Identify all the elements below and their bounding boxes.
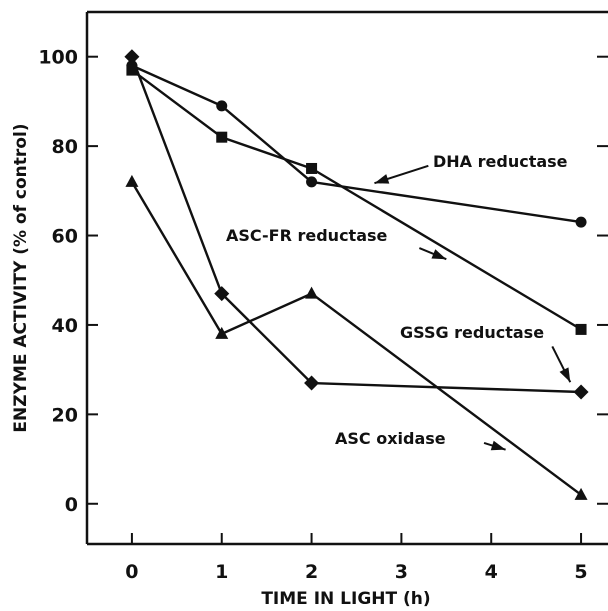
marker-asc-oxidase-2 [305, 286, 319, 299]
x-tick-label-0: 0 [125, 561, 138, 583]
marker-asc-oxidase-3 [574, 487, 588, 500]
annotation-gssg-reductase: GSSG reductase [400, 323, 544, 342]
marker-asc-fr-reductase-2 [306, 162, 318, 174]
x-axis-label: TIME IN LIGHT (h) [261, 589, 430, 609]
series-line-asc-oxidase [130, 181, 582, 496]
annotation-arrow-head-3 [490, 440, 506, 451]
marker-dha-reductase-2 [306, 176, 318, 188]
y-tick-label-0: 0 [65, 494, 78, 516]
marker-asc-fr-reductase-0 [126, 64, 138, 76]
axis-ticks: 0 1 2 3 4 5 0 20 40 60 80 100 [38, 47, 608, 583]
y-tick-label-5: 100 [38, 47, 78, 69]
marker-asc-fr-reductase-1 [216, 131, 228, 143]
marker-asc-fr-reductase-3 [575, 323, 587, 335]
x-tick-label-3: 3 [395, 561, 408, 583]
annotation-arrow-asc-fr-reductase [418, 247, 447, 261]
series-line-dha-reductase [131, 64, 582, 224]
marker-gssg-reductase-0 [124, 49, 140, 65]
marker-gssg-reductase-3 [573, 384, 589, 400]
annotation-arrow-gssg-reductase [551, 345, 572, 383]
marker-gssg-reductase-1 [214, 286, 230, 302]
marker-dha-reductase-3 [575, 216, 587, 228]
series-lines [130, 56, 582, 496]
x-tick-label-4: 4 [485, 561, 498, 583]
series-line-asc-fr-reductase [131, 69, 582, 331]
y-axis-label: ENZYME ACTIVITY (% of control) [11, 123, 31, 432]
annotation-arrow-head-2 [559, 367, 571, 383]
x-tick-label-5: 5 [574, 561, 587, 583]
annotation-asc-oxidase: ASC oxidase [335, 429, 446, 448]
plot-frame [85, 10, 608, 546]
annotation-arrow-head-0 [374, 174, 390, 184]
annotation-arrow-head-1 [431, 249, 447, 260]
y-tick-label-1: 20 [52, 404, 78, 426]
x-tick-label-2: 2 [305, 561, 318, 583]
marker-gssg-reductase-2 [304, 375, 320, 391]
marker-asc-oxidase-1 [215, 326, 229, 339]
marker-asc-oxidase-0 [125, 174, 139, 187]
annotation-dha-reductase: DHA reductase [433, 152, 568, 171]
series-line-gssg-reductase [130, 56, 582, 394]
x-tick-label-1: 1 [215, 561, 228, 583]
annotation-asc-fr-reductase: ASC-FR reductase [226, 226, 388, 245]
series-markers [124, 49, 589, 500]
y-tick-label-3: 60 [52, 226, 78, 248]
marker-dha-reductase-1 [216, 100, 228, 112]
y-tick-label-2: 40 [52, 315, 78, 337]
annotation-arrow-dha-reductase [374, 164, 429, 185]
y-tick-label-4: 80 [52, 136, 78, 158]
annotation-arrows [374, 164, 572, 451]
annotation-arrow-asc-oxidase [483, 440, 506, 451]
